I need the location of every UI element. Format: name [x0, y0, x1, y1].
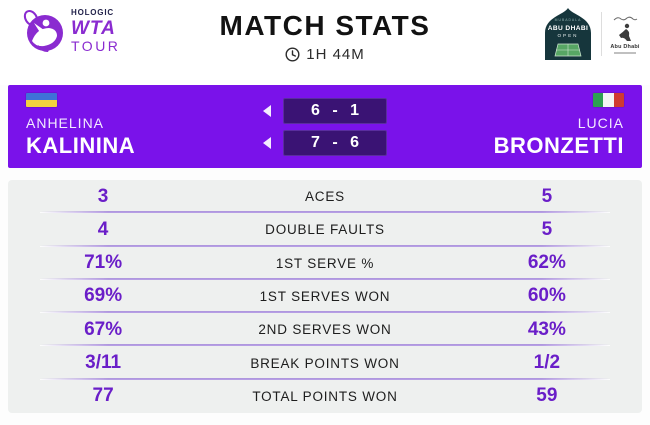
player-right-first-name: LUCIA: [577, 115, 624, 131]
set1-winner-arrow-icon: [263, 104, 271, 117]
arabic-script-mark: [613, 16, 638, 20]
stat-row-break-points-won: 3/11 BREAK POINTS WON 1/2: [8, 346, 642, 380]
stat-row-first-serve-pct: 71% 1ST SERVE % 62%: [8, 247, 642, 281]
council-subtext-mark: [614, 51, 636, 54]
match-duration-text: 1H 44M: [306, 46, 365, 63]
stat-value-left: 67%: [84, 318, 123, 340]
scoreboard: ANHELINA KALININA 6 - 1 7 - 6 LUCIA BRON…: [8, 85, 642, 168]
hologic-label: HOLOGIC: [71, 8, 114, 17]
council-name-label: Abu Dhabi: [610, 43, 640, 50]
stats-table: 3 ACES 5 4 DOUBLE FAULTS 5 71% 1ST SERVE…: [8, 180, 642, 413]
stat-value-left: 69%: [84, 285, 123, 307]
stat-label: TOTAL POINTS WON: [252, 388, 398, 404]
stat-value-right: 5: [541, 218, 553, 240]
svg-text:ABU DHABI: ABU DHABI: [548, 25, 589, 32]
set1-row: 6 - 1: [263, 97, 387, 124]
stat-row-total-points-won: 77 TOTAL POINTS WON 59: [8, 380, 642, 413]
stat-label: 1ST SERVES WON: [259, 288, 391, 304]
clock-icon: [285, 47, 300, 62]
stat-label: DOUBLE FAULTS: [265, 222, 385, 238]
wta-label: WTA: [71, 18, 116, 39]
stat-value-left: 3/11: [85, 352, 122, 374]
player-left: ANHELINA KALININA: [8, 85, 135, 168]
italy-flag-icon: [593, 93, 624, 107]
ukraine-flag-icon: [26, 93, 57, 107]
wta-player-icon: [23, 10, 63, 52]
header: HOLOGIC WTA TOUR MATCH STATS 1H 44M MUBA…: [0, 0, 650, 85]
svg-text:OPEN: OPEN: [557, 33, 578, 38]
wta-tour-logo: HOLOGIC WTA TOUR: [22, 9, 120, 53]
stat-value-right: 62%: [527, 252, 566, 274]
tournament-logos: MUBADALA ABU DHABI OPEN Abu Dhabi: [541, 6, 642, 62]
abu-dhabi-open-logo: MUBADALA ABU DHABI OPEN: [545, 8, 591, 60]
player-left-last-name: KALININA: [26, 133, 136, 158]
stat-label: 2ND SERVES WON: [258, 322, 392, 338]
svg-text:MUBADALA: MUBADALA: [555, 18, 582, 22]
title-block: MATCH STATS 1H 44M: [0, 10, 650, 63]
set1-score: 6 - 1: [283, 97, 387, 124]
stat-row-aces: 3 ACES 5: [8, 180, 642, 214]
stat-label: 1ST SERVE %: [275, 255, 375, 271]
stat-row-double-faults: 4 DOUBLE FAULTS 5: [8, 213, 642, 247]
stat-row-second-serves-won: 67% 2ND SERVES WON 43%: [8, 313, 642, 347]
player-right-last-name: BRONZETTI: [493, 133, 624, 158]
stat-value-right: 1/2: [533, 352, 561, 374]
stat-label: ACES: [305, 189, 345, 205]
figure-silhouette-icon: [619, 23, 631, 41]
stat-value-right: 60%: [527, 285, 566, 307]
stat-row-first-serves-won: 69% 1ST SERVES WON 60%: [8, 280, 642, 314]
player-right: LUCIA BRONZETTI: [494, 85, 642, 168]
stat-value-right: 43%: [527, 318, 566, 340]
tour-label: TOUR: [71, 38, 121, 54]
stat-value-right: 5: [541, 185, 553, 207]
player-left-first-name: ANHELINA: [26, 115, 105, 131]
page-title: MATCH STATS: [219, 10, 431, 41]
stat-label: BREAK POINTS WON: [250, 355, 400, 371]
set2-score: 7 - 6: [283, 129, 387, 156]
stat-value-right: 59: [536, 385, 558, 407]
set2-winner-arrow-icon: [263, 136, 271, 149]
stat-value-left: 77: [92, 385, 114, 407]
stat-value-left: 71%: [84, 252, 123, 274]
set-scores: 6 - 1 7 - 6: [263, 97, 387, 156]
set2-row: 7 - 6: [263, 129, 387, 156]
match-duration: 1H 44M: [0, 46, 650, 63]
abu-dhabi-council-logo: Abu Dhabi: [608, 14, 642, 55]
logo-divider: [601, 12, 602, 56]
stat-value-left: 3: [97, 185, 109, 207]
stat-value-left: 4: [97, 218, 109, 240]
